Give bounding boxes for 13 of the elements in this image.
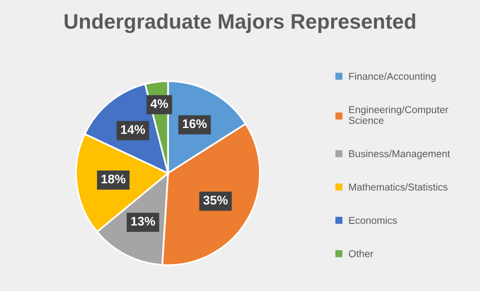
chart-title: Undergraduate Majors Represented: [64, 14, 416, 34]
legend-label: Mathematics/Statistics: [349, 183, 448, 191]
data-label: 13%: [131, 216, 156, 226]
legend-label: Engineering/Computer Science: [348, 106, 448, 124]
data-label: 14%: [121, 125, 146, 134]
legend-label: Business/Management: [349, 150, 450, 160]
legend-label: Economics: [349, 216, 397, 224]
data-label: 35%: [203, 196, 228, 205]
data-label: 4%: [150, 99, 168, 108]
data-label: 18%: [102, 174, 126, 184]
data-label: 16%: [182, 119, 207, 128]
legend-label: Finance/Accounting: [349, 72, 436, 82]
legend-label: Other: [348, 250, 374, 258]
